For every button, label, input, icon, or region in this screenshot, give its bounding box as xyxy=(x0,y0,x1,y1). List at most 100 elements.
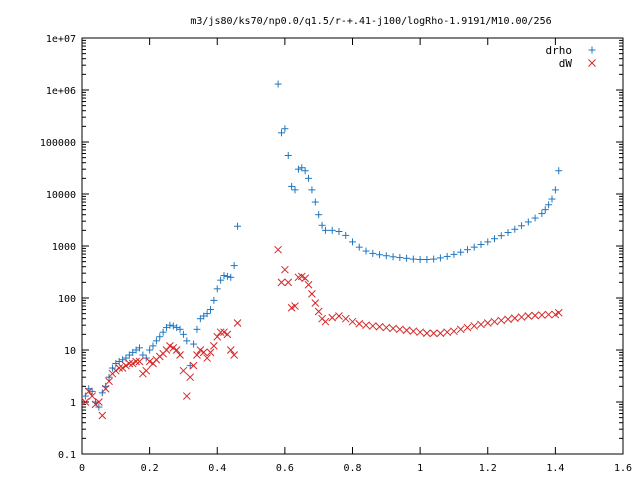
data-point-drho xyxy=(291,186,299,194)
data-point-dw xyxy=(436,329,445,338)
data-point-dw xyxy=(450,327,458,336)
data-point-drho xyxy=(190,340,198,348)
data-point-drho xyxy=(430,255,438,263)
data-point-drho xyxy=(409,255,417,263)
data-point-dw xyxy=(223,330,232,339)
data-point-dw xyxy=(362,321,370,330)
data-point-dw xyxy=(182,392,191,400)
data-point-drho xyxy=(349,238,356,246)
data-point-drho xyxy=(288,182,296,190)
data-point-dw xyxy=(402,326,411,335)
y-tick-label: 100000 xyxy=(40,138,76,149)
data-point-dw xyxy=(118,364,127,372)
data-point-drho xyxy=(511,225,519,233)
data-point-drho xyxy=(436,254,444,262)
data-point-drho xyxy=(183,337,191,345)
data-point-dw xyxy=(554,308,563,317)
x-tick-label: 0 xyxy=(79,463,85,474)
data-point-drho xyxy=(545,201,553,209)
data-point-dw xyxy=(277,278,286,287)
data-point-dw xyxy=(95,398,103,406)
data-point-dw xyxy=(142,366,151,375)
data-point-dw xyxy=(368,322,377,330)
data-point-dw xyxy=(510,314,519,322)
data-point-drho xyxy=(203,310,211,318)
data-point-dw xyxy=(132,357,140,366)
data-point-dw xyxy=(291,302,299,310)
data-point-dw xyxy=(210,342,218,350)
data-point-dw xyxy=(91,400,100,409)
data-point-drho xyxy=(463,246,471,254)
y-tick-label: 1e+07 xyxy=(46,34,76,45)
data-point-drho xyxy=(450,250,458,258)
x-tick-label: 1 xyxy=(417,463,423,474)
data-point-drho xyxy=(277,129,285,137)
data-point-drho xyxy=(298,164,306,172)
data-point-dw xyxy=(375,322,384,331)
data-point-dw xyxy=(216,328,225,337)
data-point-drho xyxy=(416,256,424,264)
data-point-drho xyxy=(139,351,147,359)
x-tick-label: 1.2 xyxy=(479,463,497,474)
data-point-drho xyxy=(376,251,384,259)
data-point-dw xyxy=(341,314,350,323)
chart-title: m3/js80/ks70/np0.0/q1.5/r-+.41-j100/logR… xyxy=(190,16,551,27)
data-point-drho xyxy=(234,222,242,230)
data-point-drho xyxy=(88,387,96,395)
data-point-drho xyxy=(308,186,316,194)
data-point-dw xyxy=(230,351,239,359)
data-point-dw xyxy=(355,319,364,328)
axes: 0 0.2 0.4 0.6 0.8 1 1.2 1.4 1.6 0.1 1 10 100 1000 1000… xyxy=(40,34,632,474)
data-point-drho xyxy=(548,195,556,203)
data-point-dw xyxy=(304,280,313,289)
data-point-drho xyxy=(223,272,231,280)
data-point-drho xyxy=(305,174,313,182)
data-point-dw xyxy=(321,317,330,326)
data-point-dw xyxy=(382,323,391,332)
x-tick-label: 0.8 xyxy=(343,463,361,474)
data-point-drho xyxy=(491,235,499,243)
data-point-drho xyxy=(159,328,167,336)
data-point-drho xyxy=(321,226,329,234)
data-point-drho xyxy=(443,252,451,260)
data-point-drho xyxy=(206,306,214,314)
data-point-dw xyxy=(135,357,144,366)
x-tick-label: 1.4 xyxy=(546,463,564,474)
data-marks xyxy=(81,80,563,420)
data-point-drho xyxy=(457,248,465,256)
data-point-dw xyxy=(544,310,553,319)
data-point-dw xyxy=(517,313,526,321)
data-point-drho xyxy=(156,333,164,341)
data-point-drho xyxy=(281,125,289,133)
data-point-drho xyxy=(179,330,187,338)
data-point-dw xyxy=(84,387,93,396)
y-tick-label: 1 xyxy=(70,398,76,409)
data-point-dw xyxy=(111,366,120,375)
data-point-dw xyxy=(497,316,506,325)
data-point-drho xyxy=(382,252,390,260)
data-point-drho xyxy=(335,228,343,236)
data-point-dw xyxy=(162,346,171,354)
data-point-drho xyxy=(555,167,563,175)
data-point-drho xyxy=(108,364,116,372)
data-point-drho xyxy=(423,256,431,264)
data-point-drho xyxy=(403,254,411,262)
data-point-dw xyxy=(311,299,320,307)
data-point-drho xyxy=(524,218,532,226)
data-point-dw xyxy=(416,328,424,337)
data-point-dw xyxy=(429,329,438,338)
data-point-drho xyxy=(484,238,492,246)
data-point-dw xyxy=(423,329,431,338)
data-point-dw xyxy=(463,323,472,332)
data-point-dw xyxy=(233,319,242,327)
data-point-drho xyxy=(518,222,526,230)
legend-marker xyxy=(588,46,596,54)
data-point-dw xyxy=(199,348,208,357)
data-point-drho xyxy=(230,262,238,270)
data-point-dw xyxy=(172,346,181,354)
data-point-dw xyxy=(189,361,198,370)
data-point-dw xyxy=(443,328,452,337)
data-point-dw xyxy=(186,373,195,382)
